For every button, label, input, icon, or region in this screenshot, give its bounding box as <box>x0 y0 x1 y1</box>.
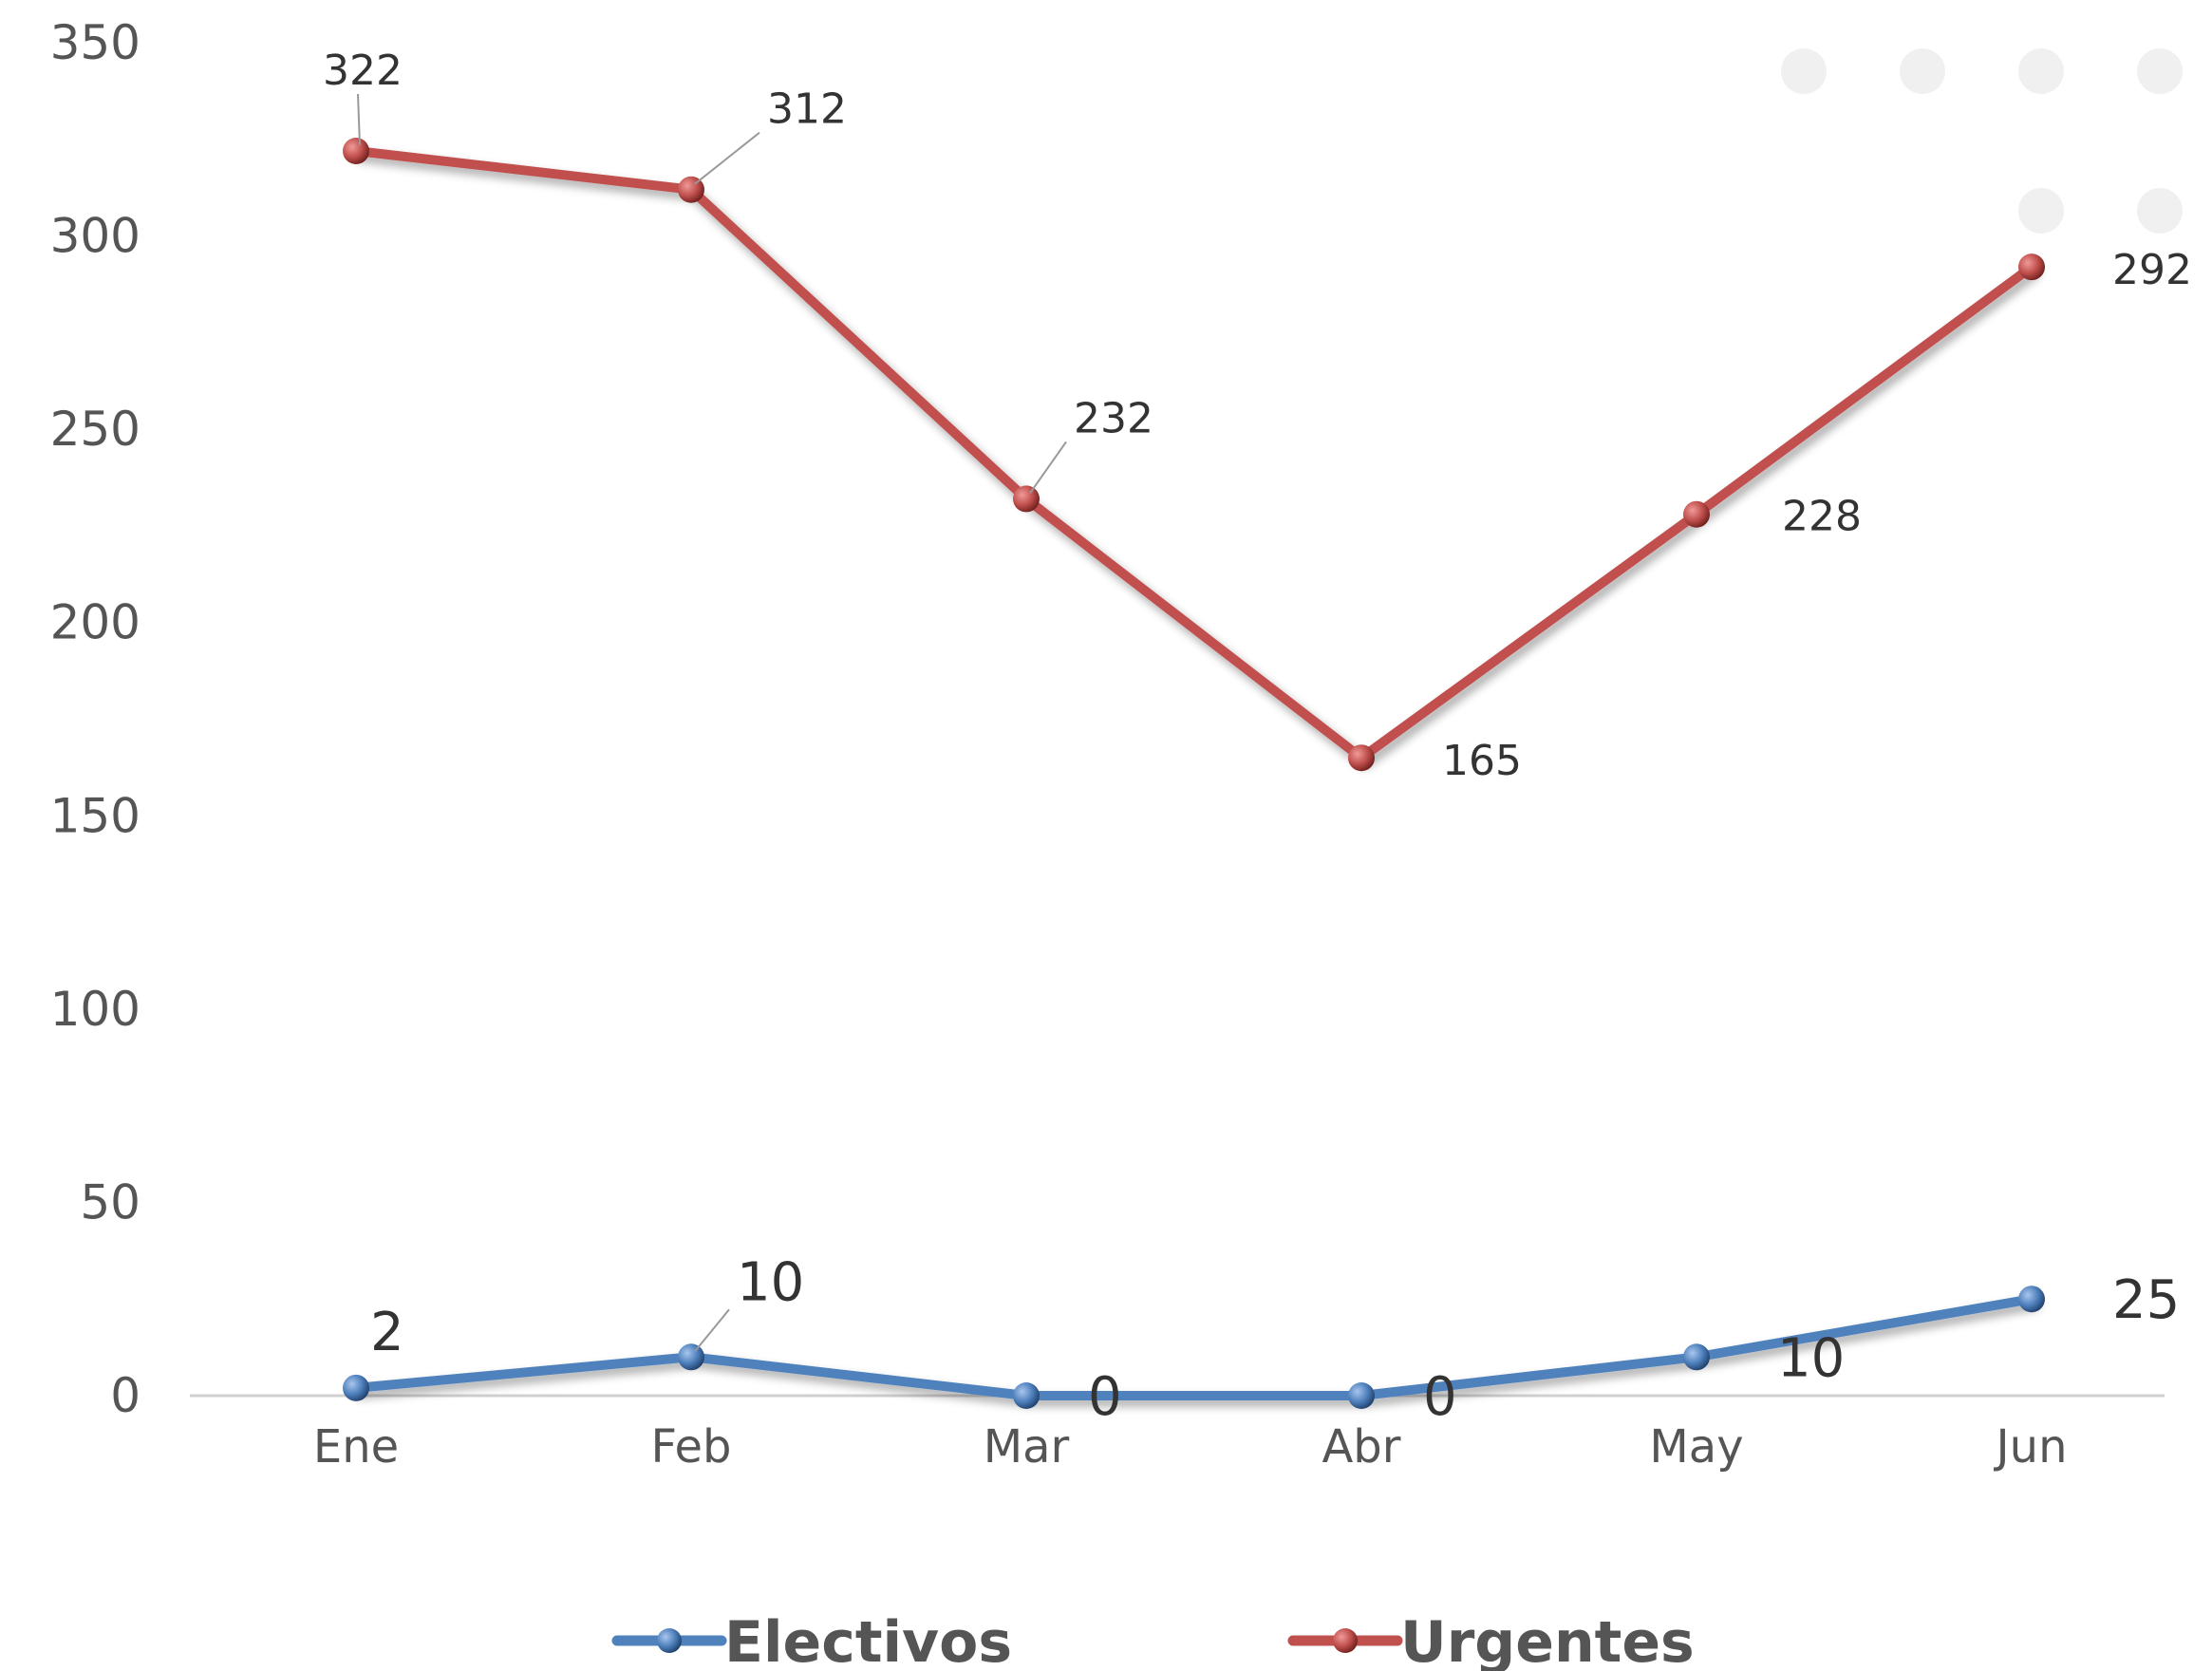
data-label-electivos: 0 <box>1088 1366 1122 1428</box>
data-point-urgentes[interactable] <box>1683 500 1710 528</box>
legend-marker-electivos <box>657 1628 682 1653</box>
data-point-electivos[interactable] <box>343 1374 369 1401</box>
data-point-urgentes[interactable] <box>1013 485 1040 513</box>
y-tick-label: 250 <box>50 402 141 457</box>
x-tick-label: Ene <box>313 1420 399 1474</box>
data-label-electivos: 25 <box>2112 1269 2180 1331</box>
y-tick-label: 100 <box>50 982 141 1037</box>
series-layer <box>343 138 2045 1409</box>
series-line-electivos <box>351 1294 2036 1400</box>
series-urgentes <box>343 138 2045 772</box>
y-tick-label: 150 <box>50 788 141 843</box>
data-point-urgentes[interactable] <box>343 138 369 164</box>
data-point-electivos[interactable] <box>1013 1382 1040 1409</box>
y-tick-label: 0 <box>110 1368 141 1423</box>
data-point-urgentes[interactable] <box>1348 744 1375 772</box>
legend-label-electivos: Electivos <box>724 1609 1012 1671</box>
y-tick-label: 50 <box>80 1174 141 1230</box>
x-tick-label: Mar <box>984 1420 1070 1474</box>
leader-line <box>694 1308 730 1352</box>
data-point-electivos[interactable] <box>678 1343 704 1371</box>
data-point-urgentes[interactable] <box>678 176 704 203</box>
y-tick-label: 300 <box>50 209 141 264</box>
background-decoration <box>1781 48 2183 234</box>
data-label-urgentes: 165 <box>1442 737 1522 785</box>
x-tick-label: Jun <box>1994 1420 2068 1474</box>
data-label-urgentes: 312 <box>767 85 847 134</box>
data-point-electivos[interactable] <box>2018 1286 2045 1313</box>
data-label-urgentes: 322 <box>323 47 403 95</box>
leader-line <box>694 131 760 185</box>
leader-line <box>357 93 361 146</box>
data-label-electivos: 10 <box>1777 1327 1845 1389</box>
data-labels: 2 10 0 0 10 25 322 312 232 165 228 292 <box>323 47 2192 1428</box>
data-point-urgentes[interactable] <box>2018 253 2045 281</box>
data-label-urgentes: 228 <box>1782 493 1862 541</box>
x-tick-label: Feb <box>651 1420 732 1474</box>
legend-item-urgentes[interactable]: Urgentes <box>1287 1609 1695 1671</box>
y-tick-label: 350 <box>50 15 141 70</box>
legend-item-electivos[interactable]: Electivos <box>611 1609 1012 1671</box>
series-electivos <box>343 1286 2045 1409</box>
y-tick-label: 200 <box>50 595 141 650</box>
data-label-electivos: 10 <box>737 1251 804 1313</box>
legend-label-urgentes: Urgentes <box>1400 1609 1695 1671</box>
data-label-urgentes: 292 <box>2112 246 2192 294</box>
legend-marker-urgentes <box>1333 1628 1358 1653</box>
x-axis: Ene Feb Mar Abr May Jun <box>313 1420 2068 1474</box>
data-label-electivos: 0 <box>1423 1366 1457 1428</box>
x-tick-label: May <box>1649 1420 1743 1474</box>
y-axis: 0 50 100 150 200 250 300 350 <box>50 15 141 1423</box>
data-label-urgentes: 232 <box>1074 394 1153 442</box>
data-label-electivos: 2 <box>370 1302 404 1363</box>
leader-line <box>1029 441 1067 495</box>
data-point-electivos[interactable] <box>1683 1343 1710 1371</box>
legend: Electivos Urgentes <box>611 1609 1695 1671</box>
data-point-electivos[interactable] <box>1348 1382 1375 1409</box>
x-tick-label: Abr <box>1322 1420 1400 1474</box>
series-line-urgentes <box>351 146 2036 763</box>
